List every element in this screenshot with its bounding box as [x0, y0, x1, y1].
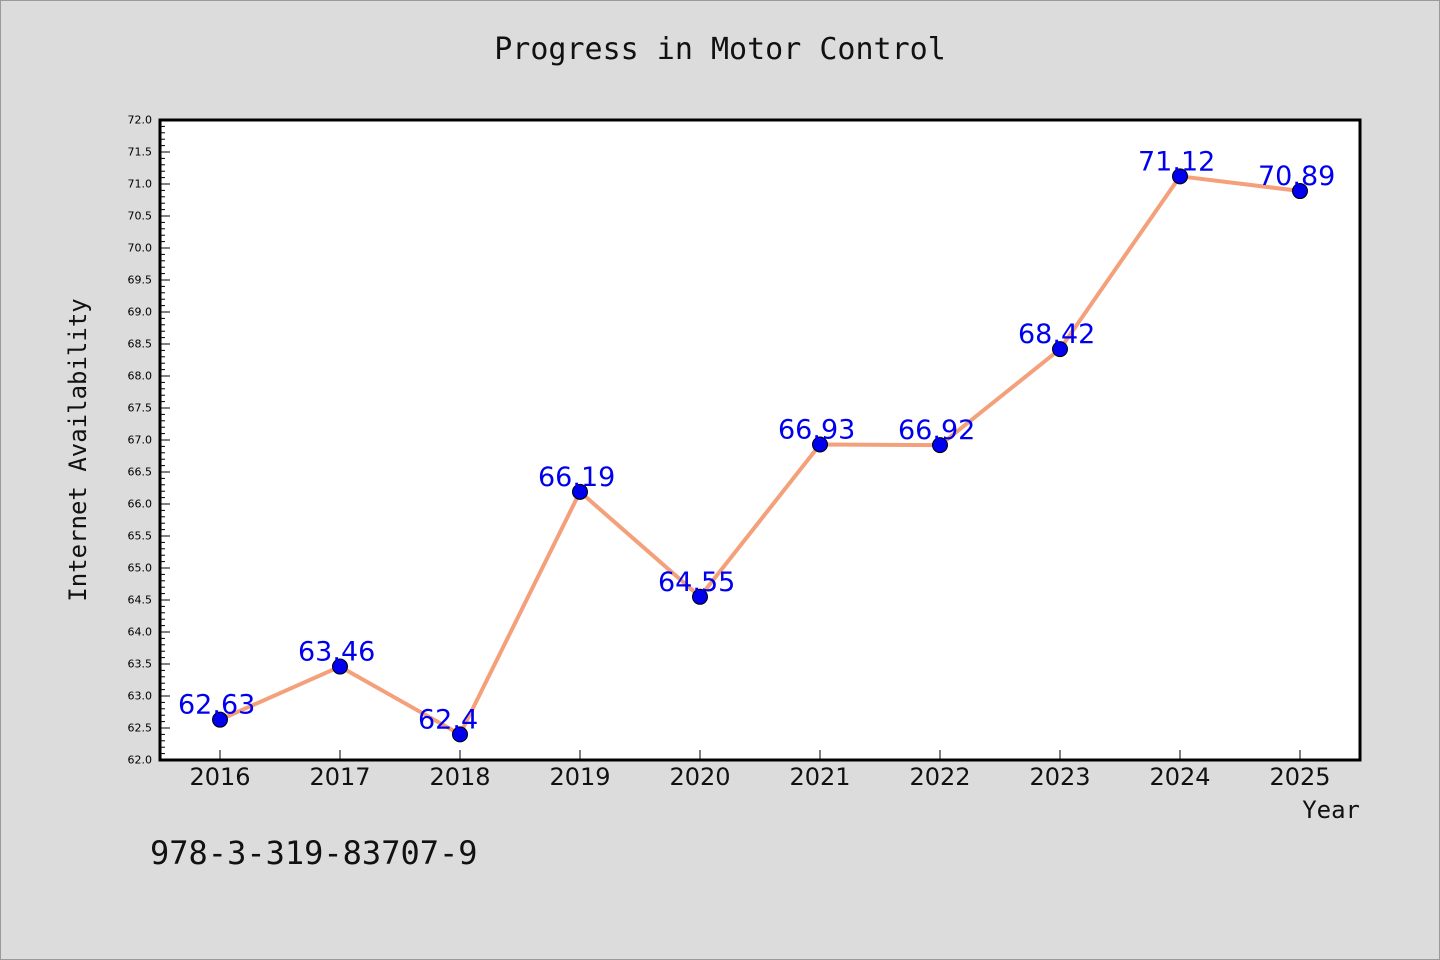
x-axis-ticks: 2016 2017 2018 2019 2020 2021 2022 2023 2024 2025	[189, 750, 1331, 791]
data-point	[572, 483, 588, 500]
data-label: 68.42	[1018, 319, 1095, 350]
x-tick-label: 2016	[189, 763, 250, 791]
y-tick-label: 71.5	[128, 146, 153, 159]
y-tick-label: 68.5	[128, 338, 153, 351]
x-tick-label: 2018	[429, 763, 490, 791]
y-tick-label: 66.5	[128, 466, 153, 479]
y-tick-label: 67.5	[128, 402, 153, 415]
y-tick-label: 62.5	[128, 722, 153, 735]
data-point	[332, 658, 348, 675]
x-tick-label: 2023	[1029, 763, 1090, 791]
y-tick-label: 63.5	[128, 658, 153, 671]
data-label: 66.19	[538, 462, 615, 493]
x-tick-label: 2019	[549, 763, 610, 791]
data-label: 63.46	[298, 637, 375, 668]
series-line	[219, 174, 1301, 737]
y-tick-label: 69.0	[128, 306, 153, 319]
y-tick-label: 65.5	[128, 530, 153, 543]
y-tick-label: 72.0	[128, 114, 153, 127]
y-tick-label: 69.5	[128, 274, 153, 287]
y-axis-ticks: 62.0 62.5 63.0 63.5 64.0 64.5 65.0 65.5 66.0 66.5…	[128, 114, 170, 767]
data-point	[812, 436, 828, 453]
data-label: 70.89	[1258, 161, 1335, 192]
y-tick-label: 66.0	[128, 498, 153, 511]
y-tick-label: 67.0	[128, 434, 153, 447]
y-tick-label: 65.0	[128, 562, 153, 575]
x-tick-label: 2017	[309, 763, 370, 791]
y-tick-label: 64.5	[128, 594, 153, 607]
x-tick-label: 2024	[1149, 763, 1210, 791]
x-tick-label: 2025	[1269, 763, 1330, 791]
data-point	[212, 711, 228, 728]
data-point	[692, 588, 708, 605]
data-label: 62.4	[418, 704, 478, 735]
series-markers	[212, 168, 1308, 743]
y-tick-label: 70.0	[128, 242, 153, 255]
y-tick-label: 71.0	[128, 178, 153, 191]
x-tick-label: 2022	[909, 763, 970, 791]
y-tick-label: 63.0	[128, 690, 153, 703]
data-labels: 62.63 63.46 62.4 66.19 64.55 66.93 66.92 68.42 7…	[178, 146, 1335, 735]
data-point	[932, 437, 948, 454]
data-label: 64.55	[658, 567, 735, 598]
data-point	[1052, 341, 1068, 358]
chart-title: Progress in Motor Control	[494, 32, 946, 67]
x-axis-label: Year	[1302, 796, 1360, 824]
y-tick-label: 62.0	[128, 754, 153, 767]
x-tick-label: 2020	[669, 763, 730, 791]
data-label: 66.93	[778, 414, 855, 445]
data-label: 66.92	[898, 415, 975, 446]
x-tick-label: 2021	[789, 763, 850, 791]
y-tick-label: 68.0	[128, 370, 153, 383]
y-tick-label: 64.0	[128, 626, 153, 639]
plot-area	[158, 118, 1362, 762]
y-tick-label: 70.5	[128, 210, 153, 223]
data-point	[452, 726, 468, 743]
data-point	[1172, 168, 1188, 185]
data-label: 71.12	[1138, 146, 1215, 177]
data-point	[1292, 183, 1308, 200]
data-label: 62.63	[178, 690, 255, 721]
isbn-text: 978-3-319-83707-9	[150, 834, 478, 872]
